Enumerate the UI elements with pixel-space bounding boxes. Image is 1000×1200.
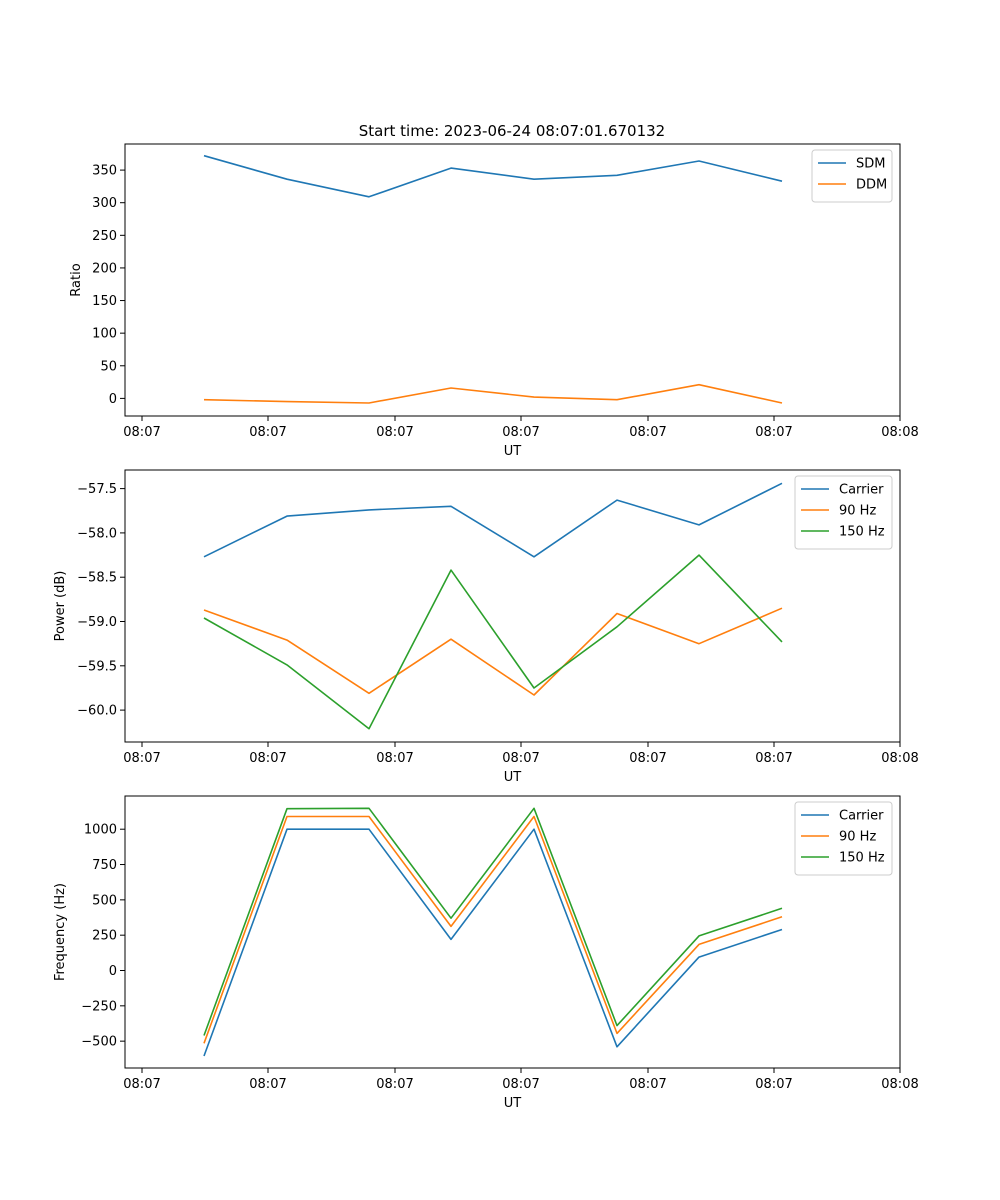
x-tick-label: 08:07 xyxy=(123,425,160,440)
y-tick-label: 250 xyxy=(92,929,117,944)
legend-entry: SDM xyxy=(856,157,885,172)
x-tick-label: 08:08 xyxy=(881,751,918,766)
x-tick-label: 08:07 xyxy=(123,1077,160,1092)
y-tick-label: 0 xyxy=(109,964,117,979)
series-line-carrier xyxy=(203,828,783,1057)
x-axis-label: UT xyxy=(504,770,522,785)
x-tick-label: 08:07 xyxy=(502,1077,539,1092)
y-tick-label: −59.5 xyxy=(77,659,117,674)
x-tick-label: 08:07 xyxy=(376,1077,413,1092)
x-axis-label: UT xyxy=(504,1096,522,1111)
figure-title: Start time: 2023-06-24 08:07:01.670132 xyxy=(359,122,665,140)
chart-panel-1: 08:07 08:07 08:07 08:07 08:07 08:07 08:08 0 50 10… xyxy=(69,143,919,459)
y-tick-label: 50 xyxy=(100,359,117,374)
series-line-carrier xyxy=(203,482,783,558)
y-tick-label: −59.0 xyxy=(77,615,117,630)
legend: Carrier 90 Hz 150 Hz xyxy=(794,801,893,876)
y-axis-label: Frequency (Hz) xyxy=(53,883,68,981)
x-tick-label: 08:07 xyxy=(123,751,160,766)
legend-entry: 90 Hz xyxy=(839,504,876,519)
x-tick-label: 08:07 xyxy=(755,1077,792,1092)
y-tick-label: −250 xyxy=(81,999,117,1014)
y-tick-label: −58.5 xyxy=(77,571,117,586)
x-tick-label: 08:07 xyxy=(755,751,792,766)
legend-entry: 150 Hz xyxy=(839,851,885,866)
legend-entry: 150 Hz xyxy=(839,525,885,540)
x-tick-label: 08:07 xyxy=(376,425,413,440)
x-tick-label: 08:07 xyxy=(629,1077,666,1092)
x-tick-label: 08:07 xyxy=(249,425,286,440)
y-tick-label: 150 xyxy=(92,294,117,309)
y-tick-label: 0 xyxy=(109,392,117,407)
chart-panel-3: 08:07 08:07 08:07 08:07 08:07 08:07 08:08 −500 −… xyxy=(53,795,919,1111)
axes-frame xyxy=(124,795,901,1069)
x-tick-label: 08:07 xyxy=(629,751,666,766)
legend-entry: Carrier xyxy=(839,483,884,498)
series-line-150-hz xyxy=(203,554,783,730)
y-tick-label: 350 xyxy=(92,164,117,179)
x-tick-label: 08:07 xyxy=(249,751,286,766)
x-tick-label: 08:08 xyxy=(881,425,918,440)
x-tick-label: 08:07 xyxy=(502,425,539,440)
y-tick-label: −60.0 xyxy=(77,704,117,719)
y-tick-label: −57.5 xyxy=(77,482,117,497)
y-tick-label: −500 xyxy=(81,1035,117,1050)
y-axis-label: Power (dB) xyxy=(53,571,68,642)
y-tick-label: 1000 xyxy=(84,823,117,838)
series-line-90-hz xyxy=(203,607,783,696)
x-tick-label: 08:07 xyxy=(376,751,413,766)
x-tick-label: 08:07 xyxy=(629,425,666,440)
chart-panel-2: 08:07 08:07 08:07 08:07 08:07 08:07 08:08 −60.0… xyxy=(53,469,919,785)
axes-frame xyxy=(124,143,901,417)
y-tick-label: 200 xyxy=(92,261,117,276)
y-tick-label: 300 xyxy=(92,196,117,211)
x-axis-label: UT xyxy=(504,444,522,459)
legend-entry: 90 Hz xyxy=(839,830,876,845)
series-line-90-hz xyxy=(203,815,783,1044)
x-tick-label: 08:07 xyxy=(755,425,792,440)
x-tick-label: 08:08 xyxy=(881,1077,918,1092)
series-line-150-hz xyxy=(203,807,783,1036)
legend-entry: DDM xyxy=(856,178,887,193)
series-line-sdm xyxy=(203,154,783,198)
y-tick-label: 750 xyxy=(92,858,117,873)
legend: SDM DDM xyxy=(811,149,893,203)
y-tick-label: 250 xyxy=(92,229,117,244)
y-axis-label: Ratio xyxy=(69,263,84,296)
axes-frame xyxy=(124,469,901,743)
x-tick-label: 08:07 xyxy=(502,751,539,766)
y-tick-label: 100 xyxy=(92,327,117,342)
x-tick-label: 08:07 xyxy=(249,1077,286,1092)
series-line-ddm xyxy=(203,383,783,404)
y-tick-label: −58.0 xyxy=(77,526,117,541)
legend-entry: Carrier xyxy=(839,809,884,824)
y-tick-label: 500 xyxy=(92,893,117,908)
legend: Carrier 90 Hz 150 Hz xyxy=(794,475,893,550)
